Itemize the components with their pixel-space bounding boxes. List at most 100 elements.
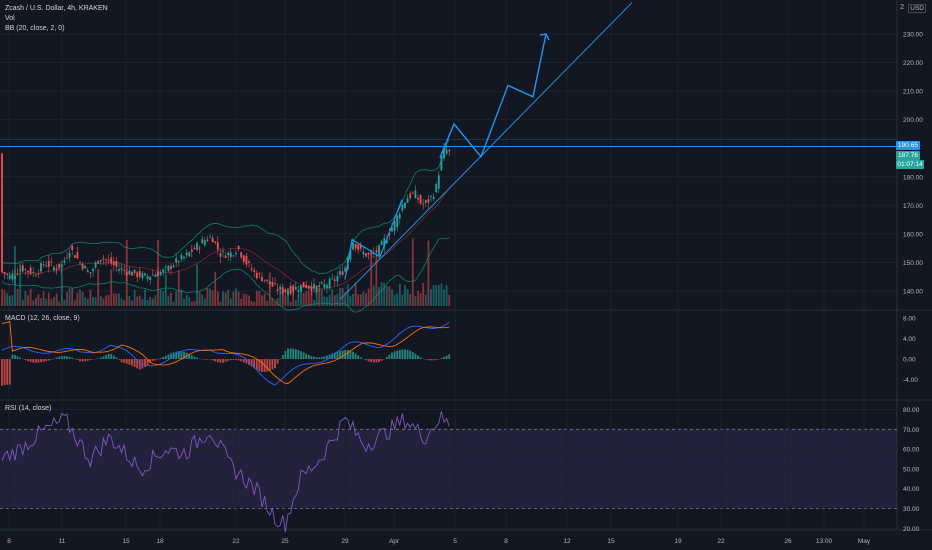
volume-bar: [432, 284, 435, 306]
candle-body: [21, 265, 24, 272]
volume-bar: [258, 290, 261, 306]
volume-bar: [227, 289, 230, 306]
candle-body: [268, 281, 271, 285]
macd-tick-label: -4.00: [903, 377, 918, 384]
volume-bar: [279, 290, 282, 306]
candle-body: [323, 283, 326, 288]
volume-bar: [170, 292, 172, 306]
currency-button[interactable]: USD: [908, 4, 926, 13]
rsi-legend[interactable]: RSI (14, close): [5, 405, 52, 412]
macd-histogram-bar: [354, 353, 357, 359]
candle-body: [50, 261, 53, 263]
time-tick-label: May: [858, 538, 871, 545]
candle-body: [266, 279, 269, 281]
volume-bar: [300, 289, 302, 306]
candle-body: [333, 279, 336, 282]
price-tick-label: 220.00: [903, 60, 923, 67]
volume-bar: [370, 249, 373, 306]
candle-body: [261, 276, 263, 282]
candle-body: [97, 261, 100, 264]
candle-body: [203, 240, 206, 245]
price-tick-label: 160.00: [903, 231, 923, 238]
candle-body: [305, 285, 308, 288]
candle-body: [19, 270, 22, 271]
macd-histogram-bar: [6, 359, 9, 385]
candle-body: [385, 239, 388, 244]
rsi-tick-label: 70.00: [903, 427, 920, 434]
bb-upper-band: [1, 139, 450, 275]
candle-body: [24, 269, 27, 271]
macd-histogram-bar: [287, 348, 289, 359]
macd-histogram-bar: [396, 350, 399, 359]
macd-histogram-bar: [427, 359, 430, 361]
volume-bar: [313, 300, 315, 306]
macd-histogram-bar: [323, 356, 326, 359]
macd-histogram-bar: [372, 359, 375, 363]
candle-body: [63, 260, 66, 263]
time-tick-label: 26: [784, 538, 792, 545]
volume-bar: [123, 300, 126, 306]
candle-body: [448, 149, 451, 152]
macd-histogram-bar: [47, 359, 50, 361]
candle-body: [172, 265, 175, 268]
volume-bar: [180, 289, 183, 306]
macd-histogram-bar: [443, 356, 445, 359]
macd-histogram-bar: [162, 356, 165, 359]
time-tick-label: 18: [156, 538, 164, 545]
rsi-tick-label: 50.00: [903, 466, 920, 473]
volume-bar: [146, 300, 149, 306]
volume-bar: [24, 290, 27, 306]
macd-histogram-bar: [219, 359, 222, 363]
macd-histogram-bar: [320, 357, 323, 359]
volume-bar: [133, 289, 136, 306]
candle-body: [177, 261, 180, 263]
candle-body: [237, 245, 240, 249]
candle-body: [6, 274, 9, 276]
volume-bar: [276, 298, 279, 306]
volume-bar: [396, 293, 399, 306]
candle-body: [258, 273, 261, 275]
bollinger-legend[interactable]: BB (20, close, 2, 0): [5, 25, 65, 32]
volume-bar: [310, 291, 313, 306]
volume-bar: [391, 289, 393, 306]
macd-histogram-bar: [123, 359, 126, 364]
candle-body: [326, 285, 328, 288]
volume-bar: [445, 285, 448, 306]
candle-body: [240, 252, 243, 258]
symbol-title[interactable]: Zcash / U.S. Dollar, 4h, KRAKEN: [5, 5, 108, 12]
macd-histogram-bar: [258, 359, 261, 372]
time-tick-label: 8: [504, 538, 508, 545]
macd-histogram-bar: [131, 359, 133, 366]
volume-bar: [302, 293, 305, 306]
candle-body: [170, 266, 172, 270]
volume-bar: [281, 288, 284, 306]
volume-bar: [201, 294, 204, 306]
volume-legend[interactable]: Vol: [5, 15, 15, 22]
macd-histogram-bar: [102, 356, 105, 359]
volume-bar: [333, 295, 336, 306]
macd-histogram-bar: [167, 354, 170, 359]
candle-body: [422, 203, 425, 205]
candle-body: [398, 213, 401, 219]
macd-histogram-bar: [84, 359, 87, 362]
candle-body: [417, 197, 419, 200]
macd-histogram-bar: [235, 359, 237, 360]
volume-bar: [307, 291, 310, 306]
macd-histogram-bar: [398, 349, 401, 359]
macd-histogram-bar: [81, 359, 84, 362]
volume-bar: [419, 293, 422, 306]
volume-bar: [388, 286, 391, 306]
volume-bar: [19, 263, 22, 306]
bar-countdown: 01:07:14: [896, 160, 924, 169]
time-tick-label: 8: [7, 538, 11, 545]
candle-body: [86, 270, 89, 272]
macd-histogram-bar: [211, 359, 214, 361]
macd-histogram-bar: [292, 348, 295, 359]
volume-bar: [398, 283, 401, 306]
candle-body: [253, 270, 256, 272]
candle-body: [245, 255, 248, 265]
macd-legend[interactable]: MACD (12, 26, close, 9): [5, 315, 80, 322]
candle-body: [45, 265, 48, 267]
candle-body: [393, 221, 396, 231]
